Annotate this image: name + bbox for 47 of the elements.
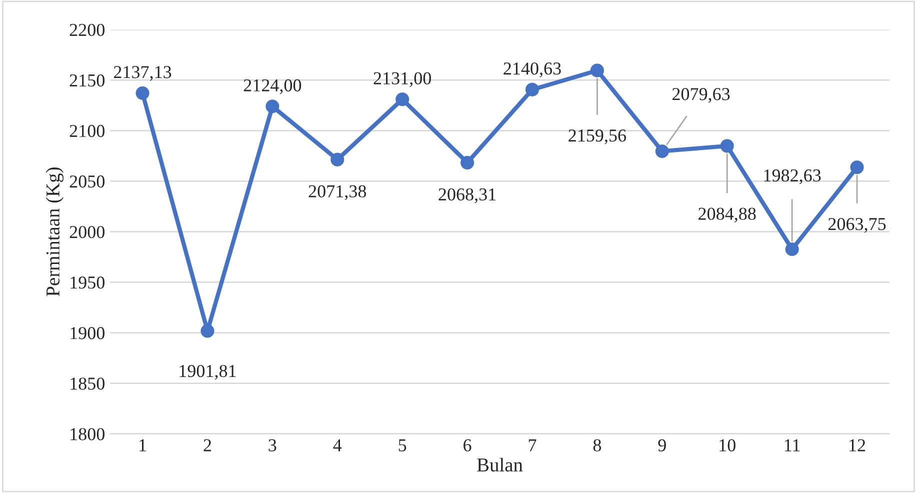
data-label: 2124,00 bbox=[244, 79, 302, 94]
x-tick-label: 11 bbox=[784, 439, 800, 452]
point bbox=[525, 82, 540, 96]
data-label: 2063,75 bbox=[828, 218, 886, 233]
x-tick-label: 1 bbox=[140, 439, 146, 452]
data-label: 2159,56 bbox=[568, 130, 626, 144]
y-tick-label: 2150 bbox=[70, 74, 104, 87]
data-label: 2071,38 bbox=[308, 185, 366, 200]
x-tick-label: 4 bbox=[333, 439, 342, 452]
x-axis-title: Bulan bbox=[477, 458, 523, 472]
point bbox=[590, 64, 604, 78]
point bbox=[460, 156, 474, 170]
point bbox=[330, 152, 344, 166]
data-label: 2140,63 bbox=[504, 62, 561, 78]
data-label: 2137,13 bbox=[114, 66, 172, 81]
y-tick-label: 1950 bbox=[70, 276, 104, 289]
data-label: 2131,00 bbox=[374, 72, 431, 87]
data-label: 2084,88 bbox=[698, 208, 756, 222]
x-tick-label: 2 bbox=[204, 439, 211, 452]
data-label: 1982,63 bbox=[764, 169, 821, 184]
point bbox=[785, 242, 799, 256]
x-tick-label: 5 bbox=[398, 439, 406, 452]
point bbox=[200, 324, 214, 338]
point bbox=[266, 100, 280, 114]
point bbox=[136, 86, 150, 100]
data-label: 1901,81 bbox=[180, 364, 236, 380]
y-tick-label: 1800 bbox=[70, 428, 104, 440]
point bbox=[655, 144, 669, 158]
data-label: 2079,63 bbox=[672, 88, 730, 103]
y-tick-label: 2100 bbox=[70, 124, 104, 138]
y-tick-label: 2000 bbox=[70, 226, 104, 238]
x-tick-label: 12 bbox=[850, 439, 866, 452]
point bbox=[720, 139, 734, 153]
y-tick-label: 1900 bbox=[70, 327, 104, 340]
y-tick-label: 2200 bbox=[70, 24, 104, 36]
x-tick-label: 7 bbox=[528, 439, 536, 452]
y-tick-label: 1850 bbox=[70, 378, 104, 390]
x-tick-label: 10 bbox=[720, 439, 736, 452]
x-tick-label: 3 bbox=[268, 439, 276, 452]
point bbox=[396, 92, 410, 106]
x-tick-label: 8 bbox=[593, 439, 602, 452]
x-tick-label: 9 bbox=[658, 439, 666, 452]
point bbox=[850, 160, 864, 174]
y-axis-title: Permintaan (Kg) bbox=[46, 168, 64, 296]
y-tick-label: 2050 bbox=[70, 175, 104, 188]
x-tick-label: 6 bbox=[464, 439, 472, 452]
data-label: 2068,31 bbox=[438, 188, 496, 204]
